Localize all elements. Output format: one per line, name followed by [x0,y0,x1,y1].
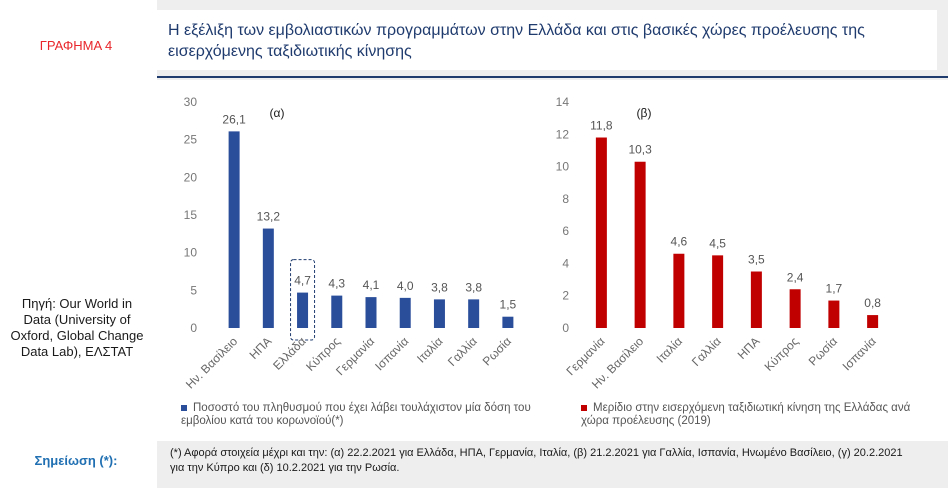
data-label: 4,1 [363,278,380,292]
x-tick-label: Ιταλία [654,334,685,365]
y-tick-label: 20 [184,170,198,184]
y-tick-label: 0 [190,321,197,335]
y-tick-label: 4 [562,256,569,270]
x-tick-label: Γαλλία [445,334,480,369]
bar [228,131,240,328]
x-tick-label: Ισπανία [840,334,879,373]
figure-label: ΓΡΑΦΗΜΑ 4 [39,38,113,53]
x-tick-label: Ισπανία [372,334,411,373]
bar [634,161,646,328]
y-tick-label: 10 [556,160,570,174]
bar [789,289,801,328]
legend-a-text: Ποσοστό του πληθυσμού που έχει λάβει του… [181,402,531,427]
bar [502,316,514,328]
data-label: 13,2 [257,210,281,224]
left-column [0,0,152,438]
y-tick-label: 6 [562,224,569,238]
x-tick-label: ΗΠΑ [735,334,763,362]
bar [867,315,879,328]
bar [297,292,309,328]
data-label: 3,8 [431,280,448,294]
bar [828,300,840,328]
x-tick-label: Γερμανία [333,334,377,378]
x-tick-label: Ρωσία [806,334,840,368]
x-tick-label: Ην. Βασίλειο [183,334,241,392]
x-tick-label: Ρωσία [480,334,514,368]
bar [433,299,445,328]
note-label: Σημείωση (*): [34,453,118,468]
data-label: 26,1 [222,112,246,126]
y-tick-label: 2 [562,289,569,303]
bar [750,271,762,328]
bar [399,297,411,328]
data-label: 4,7 [294,274,311,288]
data-label: 10,3 [628,143,652,157]
y-tick-label: 0 [562,321,569,335]
x-tick-label: Κύπρος [762,334,802,374]
legend-b-swatch [581,404,587,411]
data-label: 2,4 [787,270,804,284]
bar [365,297,377,328]
y-tick-label: 14 [556,95,570,109]
separator [0,438,948,441]
x-tick-label: Ιταλία [414,334,445,365]
y-tick-label: 8 [562,192,569,206]
y-tick-label: 5 [190,283,197,297]
bar [712,255,724,328]
data-label: 4,0 [397,279,414,293]
bar [331,295,343,328]
chart-title: Η εξέλιξη των εμβολιαστικών προγραμμάτων… [168,22,865,60]
data-label: 3,5 [748,253,765,267]
legend-b: Μερίδιο στην εισερχόμενη ταξιδιωτική κίν… [581,402,911,428]
data-label: 11,8 [590,119,613,133]
data-label: 4,6 [671,235,688,249]
data-label: 1,7 [826,282,843,296]
data-label: 1,5 [500,298,517,312]
bar [673,253,685,328]
source-text: Πηγή: Our World in Data (University of O… [10,296,144,359]
y-tick-label: 10 [184,246,198,260]
note-text: (*) Αφορά στοιχεία μέχρι και την: (α) 22… [170,447,903,474]
x-tick-label: Γαλλία [689,334,724,369]
legend-a-swatch [181,404,187,411]
x-tick-label: Ελλάδα [270,334,308,372]
note-box [157,441,948,488]
data-label: 4,5 [709,236,726,250]
x-tick-label: ΗΠΑ [247,334,275,362]
data-label: 4,3 [328,277,345,291]
title-underline [157,76,948,78]
legend-b-text: Μερίδιο στην εισερχόμενη ταξιδιωτική κίν… [581,402,911,427]
chart-area: 0 5 10 15 20 25 30 (α) 26,1 Ην. Βασίλειο 13,2 ΗΠΑ 4,… [157,80,948,438]
panel-label: (β) [637,106,652,120]
title-box [157,10,937,70]
y-tick-label: 12 [556,127,570,141]
highlight-box [290,259,316,341]
data-label: 3,8 [465,280,482,294]
y-tick-label: 25 [184,133,198,147]
legend-a: Ποσοστό του πληθυσμού που έχει λάβει του… [181,402,541,428]
y-tick-label: 30 [184,95,198,109]
bar [262,228,274,328]
panel-label: (α) [270,106,285,120]
bar [595,137,607,328]
y-tick-label: 15 [184,208,198,222]
data-label: 0,8 [864,296,881,310]
bar [468,299,480,328]
